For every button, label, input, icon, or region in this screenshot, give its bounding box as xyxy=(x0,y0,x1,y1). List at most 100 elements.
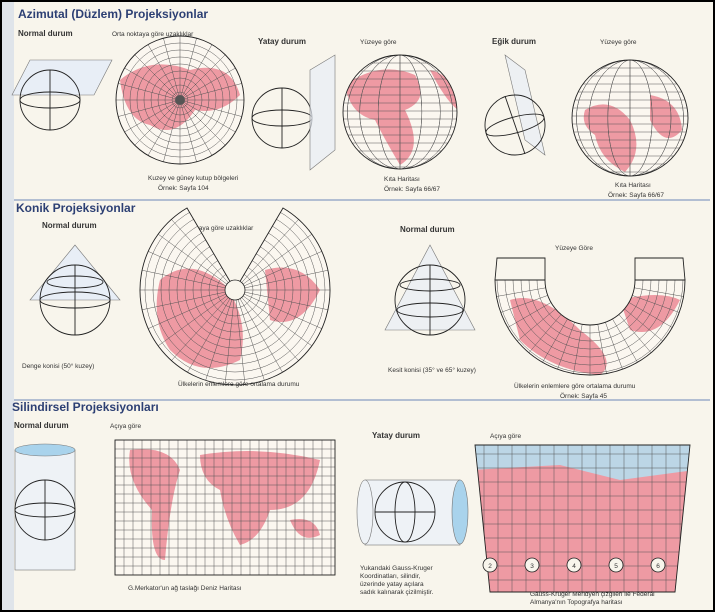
grid-line xyxy=(124,99,181,133)
map-outline xyxy=(115,35,245,165)
cone-diagram xyxy=(29,244,121,336)
caption: Kıta Haritası xyxy=(615,182,651,189)
map-outline xyxy=(571,59,689,177)
grid-line xyxy=(147,99,181,156)
grid-line xyxy=(234,289,246,385)
caption-line: Koordinatları, silindir, xyxy=(360,573,421,580)
grid-line xyxy=(179,99,213,156)
caption: Ülkelerin enlemlere göre ortalama durumu xyxy=(178,380,300,388)
caption-line: Gauss-Krüger Meridyen çizgileri ile Fede… xyxy=(530,591,655,598)
sphere-diagram xyxy=(251,54,336,171)
caption: Kesit konisi (35° ve 65° kuzey) xyxy=(388,366,476,374)
caption-line: sadık kalınarak çizilmiştir. xyxy=(360,589,434,596)
map-outline xyxy=(139,207,331,386)
mercator-map xyxy=(115,440,335,575)
label: Normal durum xyxy=(400,225,455,234)
scan-edge xyxy=(2,2,14,610)
label: Yüzeye Göre xyxy=(555,245,593,252)
zone-label: 5 xyxy=(614,563,618,570)
grid-line xyxy=(234,289,328,310)
label: Yatay durum xyxy=(372,431,420,440)
grid-line xyxy=(134,99,181,146)
cylinder-diagram xyxy=(356,479,469,546)
grid-line xyxy=(179,44,213,101)
grid-line xyxy=(179,83,242,101)
caption: Kıta Haritası xyxy=(384,176,420,183)
grid-line xyxy=(234,251,322,291)
label: Orta noktaya göre uzaklıklar xyxy=(112,31,194,38)
label: Orta noktaya göre uzaklıklar xyxy=(172,225,254,232)
zone-marker xyxy=(566,557,582,573)
grid-line xyxy=(179,99,226,146)
grid-line xyxy=(163,99,181,162)
grid-line xyxy=(234,270,328,291)
cylinder-diagram xyxy=(14,443,76,571)
globe-map xyxy=(572,60,688,176)
zone-marker xyxy=(482,557,498,573)
map-outline xyxy=(494,279,686,376)
label: Normal durum xyxy=(42,221,97,230)
caption-line: Almanya'nın Topografya haritası xyxy=(530,599,623,606)
caption: Örnek: Sayfa 66/67 xyxy=(384,185,440,193)
label: Eğik durum xyxy=(492,37,536,46)
caption-line: üzerinde yatay açılara xyxy=(360,581,424,588)
caption-line: Yukarıdaki Gauss-Kruger xyxy=(360,565,433,572)
grid-line xyxy=(234,219,299,291)
grid-line xyxy=(234,289,265,381)
grid-line xyxy=(359,55,441,169)
grid-line xyxy=(124,67,181,101)
label: Açıya göre xyxy=(490,433,521,440)
caption: Örnek: Sayfa 66/67 xyxy=(608,191,664,199)
zone-marker xyxy=(650,557,666,573)
grid-line xyxy=(118,83,181,101)
grid-line xyxy=(224,289,236,385)
grid-line xyxy=(234,289,313,347)
section-title: Azimutal (Düzlem) Projeksiyonlar xyxy=(18,7,208,21)
grid-line xyxy=(171,289,236,361)
grid-line xyxy=(347,55,453,169)
grid-line xyxy=(179,99,197,162)
sphere-diagram xyxy=(484,54,546,156)
grid-line xyxy=(157,289,236,347)
topographic-map xyxy=(475,445,690,592)
grid-line xyxy=(142,289,236,310)
grid-line xyxy=(147,44,181,101)
map-outline xyxy=(342,54,458,170)
zone-marker xyxy=(608,557,624,573)
label: Normal durum xyxy=(18,29,73,38)
grid-line xyxy=(134,54,181,101)
grid-line xyxy=(179,54,226,101)
map-outline xyxy=(494,257,686,281)
zone-label: 6 xyxy=(656,563,660,570)
caption: Örnek: Sayfa 45 xyxy=(560,392,607,400)
grid-line xyxy=(148,289,236,329)
grid-line xyxy=(171,219,236,291)
grid-line xyxy=(118,99,181,117)
grid-line xyxy=(377,55,423,169)
zone-label: 4 xyxy=(572,563,576,570)
caption: Yukarıdaki Gauss-Kruger Koordinatları, si… xyxy=(360,565,434,596)
grid-line xyxy=(607,60,653,176)
grid-line xyxy=(576,60,684,176)
label: Normal durum xyxy=(14,421,69,430)
grid-line xyxy=(234,289,299,361)
caption: Kuzey ve güney kutup bölgeleri xyxy=(148,175,238,182)
grid-line xyxy=(157,233,236,291)
grid-line xyxy=(179,38,197,101)
cone-diagram xyxy=(384,244,476,336)
grid-line xyxy=(179,99,242,117)
grid-line xyxy=(179,99,236,133)
grid-line xyxy=(142,270,236,291)
grid-line xyxy=(234,289,322,329)
section-title: Konik Projeksiyonlar xyxy=(16,201,136,215)
map-outline xyxy=(114,439,336,576)
apex xyxy=(224,279,246,301)
inner-cut xyxy=(545,280,635,325)
caption: Gauss-Krüger Meridyen çizgileri ile Fede… xyxy=(530,591,655,606)
caption: Denge konisi (50° kuzey) xyxy=(22,362,94,370)
zone-label: 3 xyxy=(530,563,534,570)
grid-line xyxy=(234,289,283,373)
grid-line xyxy=(588,60,672,176)
globe-map xyxy=(343,55,457,169)
